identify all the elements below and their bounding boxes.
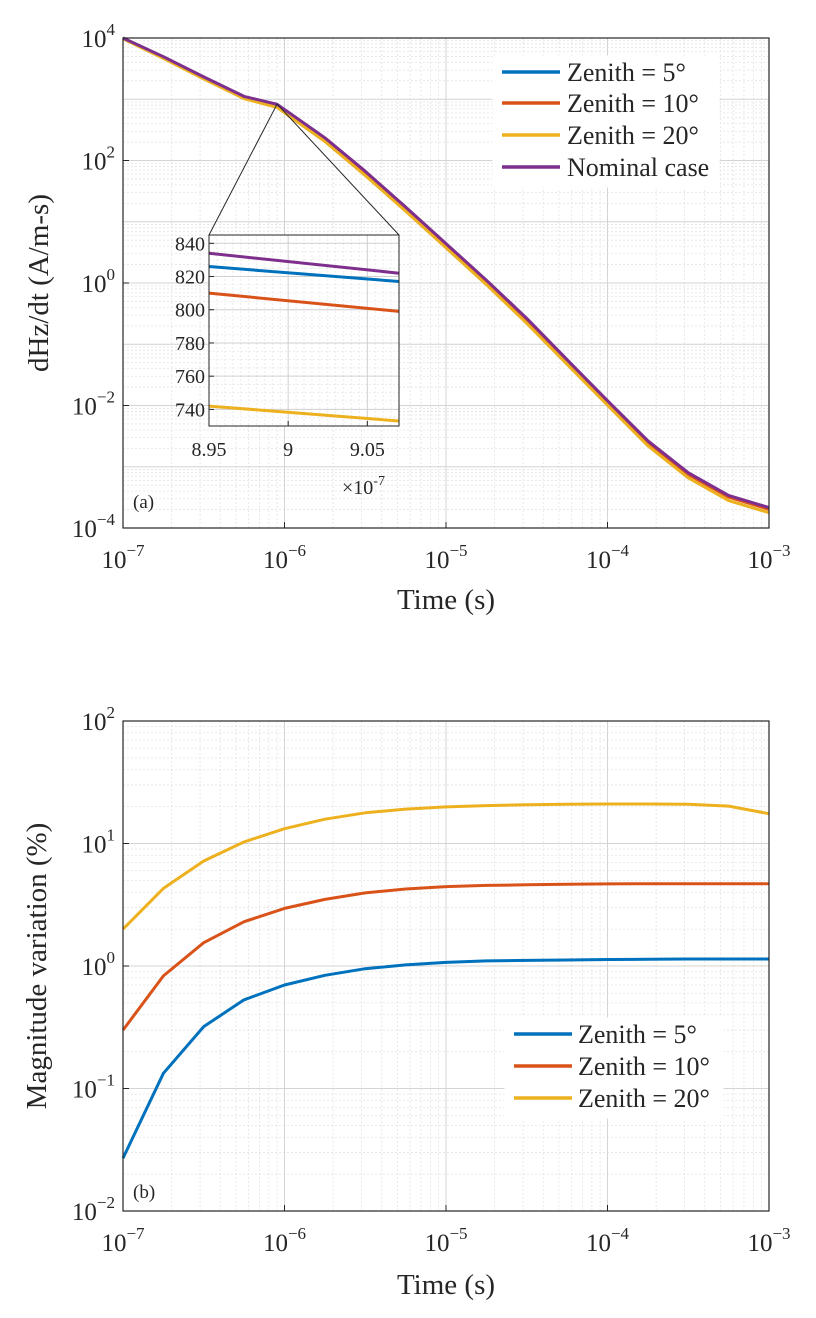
inset-y-tick-label: 800 [175, 300, 205, 322]
y-tick-label: 10−4 [72, 510, 116, 543]
y-tick-label: 100 [82, 265, 116, 298]
series-line-zenith20 [122, 37, 770, 515]
y-tick-label: 102 [82, 703, 116, 736]
legend-a-label-zenith10: Zenith = 10° [567, 89, 699, 118]
inset-frame [208, 234, 400, 427]
y-tick-label: 10−2 [72, 1193, 115, 1226]
panel-b-ylabel: Magnitude variation (%) [21, 823, 53, 1110]
y-tick-label: 10−1 [72, 1071, 115, 1104]
x-tick-label: 10−4 [586, 1224, 630, 1257]
inset-y-tick-label: 780 [175, 333, 205, 355]
panel-a-frame [122, 37, 770, 529]
panel-a-tag: (a) [133, 492, 154, 513]
y-tick-label: 101 [82, 826, 116, 859]
legend-b-label-zenith10: Zenith = 10° [578, 1052, 710, 1081]
inset-y-tick-label: 820 [175, 267, 205, 289]
x-tick-label: 10−7 [101, 1224, 145, 1257]
y-tick-label: 100 [82, 948, 116, 981]
panel-a-chart: 10−7 10−6 10−5 10−4 10−3 10−4 10−2 100 102 104 (a… [23, 20, 791, 616]
panel-a-legend: Zenith = 5° Zenith = 10° Zenith = 20° No… [492, 55, 720, 188]
panel-b-chart: 10−7 10−6 10−5 10−4 10−3 10−2 10−1 100 101 102 (b… [21, 703, 791, 1301]
panel-b-ticks: 10−7 10−6 10−5 10−4 10−3 10−2 10−1 100 101 102 [72, 703, 791, 1257]
legend-a-label-nominal: Nominal case [567, 153, 709, 182]
y-tick-label: 102 [82, 143, 116, 176]
legend-a-label-zenith20: Zenith = 20° [567, 121, 699, 150]
inset-x-tick-label: 8.95 [192, 439, 227, 461]
inset-ticks: 8.95 9 9.05 740 760 780 800 820 840 [175, 233, 385, 461]
x-tick-label: 10−3 [747, 541, 790, 574]
inset-y-tick-label: 760 [175, 366, 205, 388]
inset-series-zenith5 [208, 265, 400, 283]
panel-a-lines [122, 36, 770, 515]
panel-a-legend-box [492, 55, 720, 188]
panel-a-ticks: 10−7 10−6 10−5 10−4 10−3 10−4 10−2 100 102 104 [72, 20, 791, 574]
inset-y-tick-label: 840 [175, 233, 205, 255]
inset-series-nominal [208, 251, 400, 275]
panel-b-xlabel: Time (s) [397, 1269, 495, 1301]
inset-lines [208, 251, 400, 423]
x-tick-label: 10−3 [747, 1224, 790, 1257]
series-line-zenith20 [121, 802, 770, 931]
inset-series-zenith10 [208, 291, 400, 313]
x-tick-label: 10−4 [586, 541, 630, 574]
inset-x-tick-label: 9.05 [350, 439, 385, 461]
panel-b-lines [121, 802, 770, 1159]
panel-a-ylabel: dHz/dt (A/m-s) [23, 194, 55, 372]
legend-a-label-zenith5: Zenith = 5° [567, 58, 686, 87]
x-tick-label: 10−6 [263, 1224, 306, 1257]
x-tick-label: 10−5 [424, 1224, 467, 1257]
series-line-nominal [122, 36, 770, 510]
inset-x-tick-label: 9 [283, 439, 293, 461]
series-line-zenith5 [121, 957, 769, 1159]
inset-exponent-label: ×10-7 [342, 474, 385, 499]
panel-b-tag: (b) [133, 1182, 155, 1203]
panel-b-frame [122, 720, 770, 1212]
x-tick-label: 10−5 [424, 541, 467, 574]
legend-b-label-zenith5: Zenith = 5° [578, 1020, 697, 1049]
inset-y-tick-label: 740 [175, 399, 205, 421]
y-tick-label: 10−2 [72, 388, 115, 421]
y-tick-label: 104 [82, 20, 116, 53]
inset-series-zenith20 [208, 404, 400, 423]
legend-b-label-zenith20: Zenith = 20° [578, 1084, 710, 1113]
x-tick-label: 10−6 [263, 541, 306, 574]
x-tick-label: 10−7 [101, 541, 145, 574]
series-line-zenith10 [121, 882, 769, 1031]
panel-a-xlabel: Time (s) [397, 584, 495, 616]
inset-connector [208, 103, 400, 236]
panel-b-legend: Zenith = 5° Zenith = 10° Zenith = 20° [504, 1017, 724, 1119]
inset-zoom-chart: 8.95 9 9.05 740 760 780 800 820 840 ×10-7 [175, 233, 400, 499]
